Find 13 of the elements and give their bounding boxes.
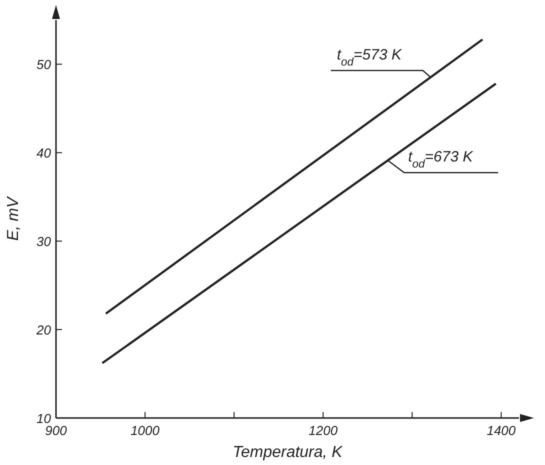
x-tick-label: 1200: [308, 423, 338, 438]
annotation: t$_{od}$=573 K: [336, 46, 402, 68]
annotation: t$_{od}$=673 K: [408, 148, 474, 171]
x-tick-label: 900: [45, 423, 68, 438]
y-tick-label: 30: [36, 234, 52, 250]
x-tick-label: 1000: [130, 423, 160, 438]
y-axis-title: E, mV: [5, 196, 22, 241]
y-tick-label: 10: [36, 411, 52, 426]
x-axis-title: Temperatura, K: [232, 444, 344, 461]
y-tick-label: 50: [36, 57, 52, 72]
y-tick-label: 20: [36, 322, 52, 338]
y-tick-label: 40: [36, 146, 52, 161]
x-tick-label: 1400: [486, 423, 516, 438]
